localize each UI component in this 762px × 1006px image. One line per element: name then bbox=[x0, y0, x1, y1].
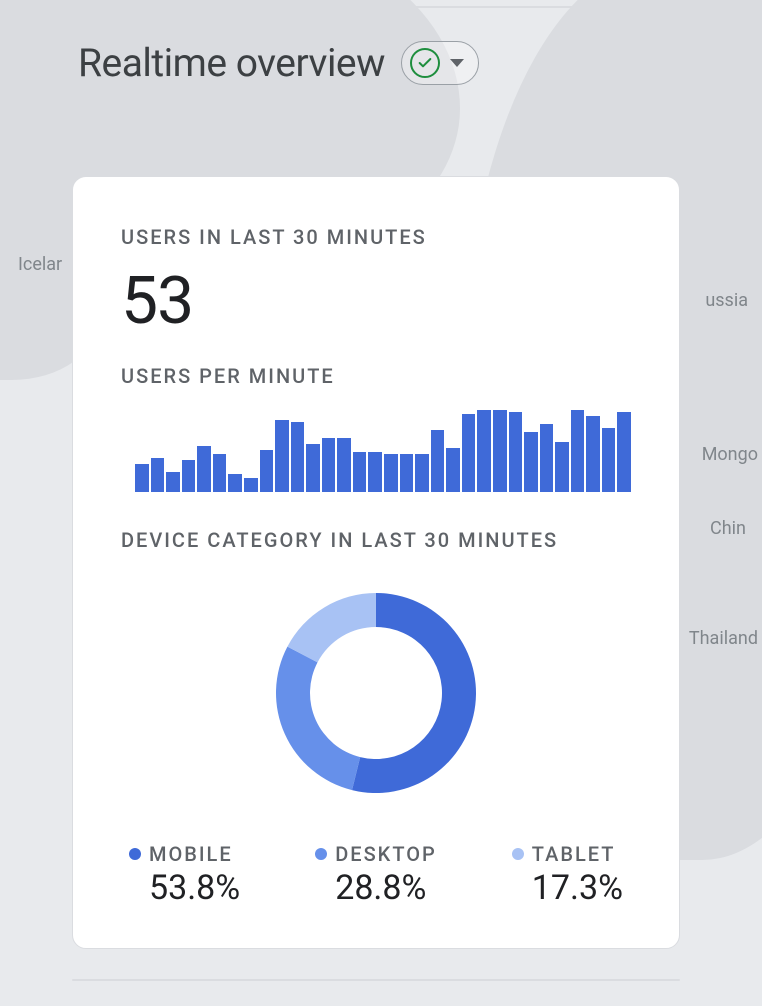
page-title: Realtime overview bbox=[78, 40, 385, 86]
map-label-mongolia: Mongo bbox=[702, 444, 758, 465]
users-last-30-label: USERS IN LAST 30 MINUTES bbox=[121, 225, 631, 249]
chart-bar bbox=[400, 454, 414, 492]
donut-slice bbox=[287, 593, 376, 662]
legend-dot-icon bbox=[512, 848, 524, 860]
chart-bar bbox=[166, 472, 180, 492]
legend-label: DESKTOP bbox=[335, 842, 437, 866]
chart-bar bbox=[477, 410, 491, 492]
chart-bar bbox=[291, 422, 305, 492]
chart-bar bbox=[306, 444, 320, 492]
map-label-thailand: Thailand bbox=[689, 628, 758, 649]
chart-bar bbox=[415, 454, 429, 492]
legend-item: MOBILE53.8% bbox=[129, 842, 240, 908]
page-header: Realtime overview bbox=[0, 0, 762, 86]
chart-bar bbox=[555, 442, 569, 492]
chart-bar bbox=[586, 416, 600, 492]
chart-bar bbox=[462, 414, 476, 492]
chart-bar bbox=[228, 474, 242, 492]
legend-label: MOBILE bbox=[149, 842, 233, 866]
legend-value: 17.3% bbox=[532, 868, 623, 908]
chart-bar bbox=[197, 446, 211, 492]
device-category-label: DEVICE CATEGORY IN LAST 30 MINUTES bbox=[121, 528, 631, 552]
chart-bar bbox=[493, 410, 507, 492]
users-last-30-value: 53 bbox=[121, 263, 631, 340]
device-donut-chart bbox=[121, 588, 631, 798]
legend-value: 53.8% bbox=[149, 868, 240, 908]
realtime-card: USERS IN LAST 30 MINUTES 53 USERS PER MI… bbox=[72, 176, 680, 949]
chart-bar bbox=[571, 410, 585, 492]
status-dropdown[interactable] bbox=[401, 41, 479, 85]
chart-bar bbox=[431, 430, 445, 492]
device-legend: MOBILE53.8% DESKTOP28.8% TABLET17.3% bbox=[121, 842, 631, 908]
legend-item: DESKTOP28.8% bbox=[315, 842, 437, 908]
map-label-china: Chin bbox=[710, 518, 746, 539]
legend-item: TABLET17.3% bbox=[512, 842, 623, 908]
bottom-divider bbox=[72, 979, 680, 981]
legend-value: 28.8% bbox=[335, 868, 437, 908]
chart-bar bbox=[244, 478, 258, 492]
chart-bar bbox=[135, 464, 149, 492]
check-circle-icon bbox=[410, 48, 440, 78]
chart-bar bbox=[275, 420, 289, 492]
legend-dot-icon bbox=[315, 848, 327, 860]
chart-bar bbox=[384, 454, 398, 492]
legend-dot-icon bbox=[129, 848, 141, 860]
chart-bar bbox=[368, 452, 382, 492]
users-per-minute-label: USERS PER MINUTE bbox=[121, 364, 631, 388]
chart-bar bbox=[540, 424, 554, 492]
chevron-down-icon bbox=[450, 59, 464, 67]
users-per-minute-chart bbox=[135, 410, 631, 492]
map-label-iceland: Icelar bbox=[18, 254, 62, 275]
chart-bar bbox=[213, 454, 227, 492]
chart-bar bbox=[602, 428, 616, 492]
chart-bar bbox=[182, 460, 196, 492]
chart-bar bbox=[322, 438, 336, 492]
donut-slice bbox=[276, 647, 360, 791]
chart-bar bbox=[337, 438, 351, 492]
chart-bar bbox=[524, 432, 538, 492]
chart-bar bbox=[353, 452, 367, 492]
chart-bar bbox=[446, 448, 460, 492]
chart-bar bbox=[509, 412, 523, 492]
chart-bar bbox=[617, 412, 631, 492]
map-label-russia: ussia bbox=[705, 290, 748, 311]
chart-bar bbox=[151, 458, 165, 492]
legend-label: TABLET bbox=[532, 842, 616, 866]
chart-bar bbox=[260, 450, 274, 492]
